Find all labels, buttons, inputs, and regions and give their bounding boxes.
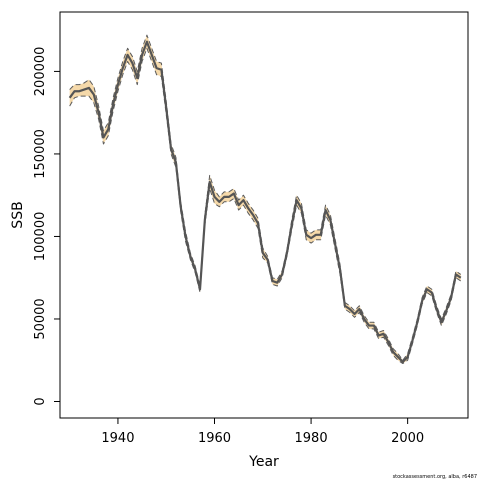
ssb-estimate-line xyxy=(68,40,462,363)
y-tick-label: 100000 xyxy=(33,212,48,262)
y-tick-label: 50000 xyxy=(33,298,48,339)
upper-bound-line xyxy=(69,34,462,361)
y-tick-label: 150000 xyxy=(33,129,48,179)
x-axis-title: Year xyxy=(248,454,279,470)
credit-text: stockassessment.org, alba, r6487 xyxy=(393,474,477,480)
x-tick-label: 1940 xyxy=(101,431,134,446)
lower-bound-line xyxy=(69,47,462,365)
plot-layer xyxy=(68,34,462,365)
y-tick-label: 0 xyxy=(33,397,48,405)
confidence-band xyxy=(69,35,461,364)
y-axis: 0 50000 100000 150000 200000 xyxy=(33,47,60,406)
x-tick-label: 1960 xyxy=(198,431,231,446)
y-tick-label: 200000 xyxy=(33,47,48,97)
y-axis-title: SSB xyxy=(10,201,26,228)
plot-frame xyxy=(59,11,469,419)
x-tick-label: 2000 xyxy=(391,431,424,446)
x-tick-label: 1980 xyxy=(295,431,328,446)
x-axis: 1940 1960 1980 2000 xyxy=(101,418,424,446)
